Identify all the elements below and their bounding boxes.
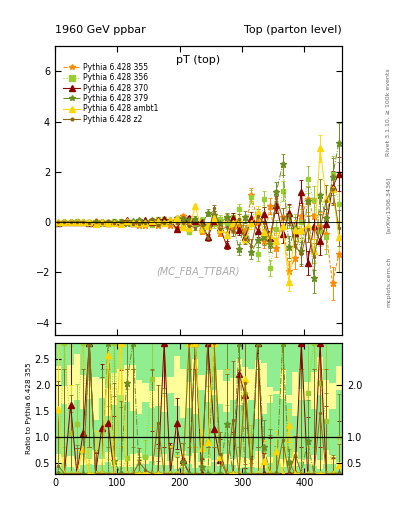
Text: Top (parton level): Top (parton level) (244, 25, 342, 35)
Text: pT (top): pT (top) (176, 55, 220, 65)
Legend: Pythia 6.428 355, Pythia 6.428 356, Pythia 6.428 370, Pythia 6.428 379, Pythia 6: Pythia 6.428 355, Pythia 6.428 356, Pyth… (62, 61, 160, 125)
Text: 1960 GeV ppbar: 1960 GeV ppbar (55, 25, 146, 35)
Text: mcplots.cern.ch: mcplots.cern.ch (386, 257, 391, 307)
Text: (MC_FBA_TTBAR): (MC_FBA_TTBAR) (157, 266, 240, 277)
Y-axis label: Ratio to Pythia 6.428 355: Ratio to Pythia 6.428 355 (26, 362, 32, 454)
Text: [arXiv:1306.3436]: [arXiv:1306.3436] (386, 177, 391, 233)
Text: Rivet 3.1.10, ≥ 100k events: Rivet 3.1.10, ≥ 100k events (386, 69, 391, 157)
